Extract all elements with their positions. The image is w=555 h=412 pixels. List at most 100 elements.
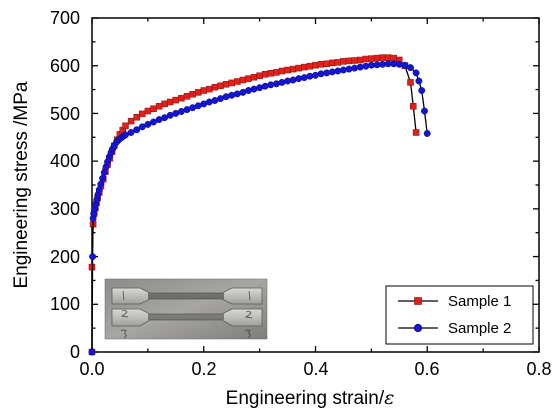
y-tick-labels: 0 100 200 300 400 500 600 700 (50, 8, 80, 362)
x-axis-title: Engineering strain/ε (226, 387, 395, 409)
data-point-square (267, 70, 275, 77)
legend-item-sample-2: Sample 2 (398, 320, 511, 337)
x-tick-labels: 0.0 0.2 0.4 0.6 0.8 (79, 359, 551, 379)
data-point-circle (300, 74, 308, 82)
data-series (88, 54, 431, 356)
axis-ticks (91, 17, 540, 353)
data-point-square (217, 82, 224, 90)
data-point-circle (395, 60, 403, 68)
y-tick-label: 100 (50, 294, 80, 314)
y-tick-label: 300 (50, 199, 80, 219)
data-point-circle (418, 87, 426, 94)
data-point-square (194, 89, 202, 96)
data-point-square (362, 55, 370, 63)
data-point-square (351, 57, 358, 64)
data-point-square (345, 57, 353, 65)
legend: Sample 1 Sample 2 (385, 285, 534, 345)
data-point-square (273, 69, 280, 76)
x-axis-title-symbol: ε (384, 387, 394, 409)
data-point-circle (272, 80, 280, 88)
data-point-circle (362, 62, 370, 70)
data-point-circle (97, 180, 105, 188)
legend-marker-square (414, 297, 422, 305)
data-point-circle (127, 129, 135, 136)
data-point-square (295, 64, 302, 72)
data-point-square (155, 103, 163, 110)
data-point-square (368, 55, 375, 62)
data-point-square (127, 117, 135, 125)
data-point-square (340, 58, 347, 65)
data-point-square (312, 61, 319, 69)
data-point-square (390, 54, 397, 62)
x-tick-label: 0.8 (526, 359, 551, 379)
data-point-square (139, 110, 146, 118)
data-point-circle (421, 107, 428, 115)
data-point-square (161, 100, 168, 108)
x-tick-label: 0.6 (414, 359, 439, 379)
data-point-square (239, 76, 247, 84)
data-point-square (317, 61, 325, 68)
data-point-circle (250, 85, 258, 93)
data-point-square (200, 87, 208, 94)
data-point-circle (423, 130, 431, 137)
data-point-square (150, 105, 157, 112)
y-tick-label: 400 (50, 151, 80, 171)
legend-item-sample-1: Sample 1 (398, 293, 511, 310)
data-point-square (323, 60, 330, 68)
data-point-square (189, 91, 196, 98)
data-point-square (245, 75, 252, 82)
data-point-circle (99, 174, 107, 182)
data-point-square (379, 54, 386, 61)
specimen-photo-inset (104, 278, 268, 340)
data-point-square (412, 129, 420, 136)
x-tick-label: 0.2 (191, 359, 216, 379)
data-point-square (289, 65, 297, 73)
data-point-circle (415, 77, 423, 85)
x-tick-label: 0.4 (303, 359, 328, 379)
data-point-square (384, 54, 392, 61)
legend-label-sample-2: Sample 2 (448, 320, 511, 337)
data-point-circle (222, 93, 230, 101)
data-point-square (410, 103, 417, 110)
data-point-circle (351, 64, 359, 72)
data-point-square (144, 107, 152, 115)
y-tick-label: 200 (50, 247, 80, 267)
y-tick-label: 600 (50, 56, 80, 76)
data-point-circle (228, 91, 236, 99)
data-point-circle (133, 126, 141, 134)
data-point-square (334, 59, 342, 66)
legend-marker-circle (413, 323, 423, 333)
data-point-circle (345, 65, 353, 73)
data-point-circle (88, 348, 96, 356)
data-point-circle (317, 70, 325, 78)
data-point-circle (89, 253, 97, 261)
data-point-square (329, 59, 336, 67)
data-point-square (373, 54, 381, 62)
data-point-square (234, 78, 241, 85)
data-point-circle (339, 66, 347, 74)
data-point-circle (356, 63, 364, 71)
data-point-square (172, 96, 180, 104)
data-point-square (133, 113, 140, 121)
data-point-square (256, 72, 263, 79)
data-point-circle (323, 69, 331, 77)
data-point-circle (95, 186, 103, 194)
data-point-square (183, 93, 191, 100)
data-point-square (407, 79, 414, 86)
legend-label-sample-1: Sample 1 (448, 293, 511, 310)
y-tick-label: 700 (50, 8, 80, 28)
data-point-square (250, 73, 258, 81)
data-point-square (284, 66, 291, 74)
data-point-square (261, 71, 269, 78)
data-point-square (356, 56, 364, 64)
x-axis-title-text: Engineering strain/ (226, 388, 385, 409)
data-point-square (278, 67, 286, 75)
data-point-circle (334, 67, 342, 75)
data-point-square (122, 122, 129, 130)
data-point-circle (306, 72, 314, 80)
data-point-square (178, 94, 185, 102)
data-point-square (166, 98, 174, 106)
data-point-circle (289, 76, 297, 84)
x-tick-label: 0.0 (79, 359, 104, 379)
